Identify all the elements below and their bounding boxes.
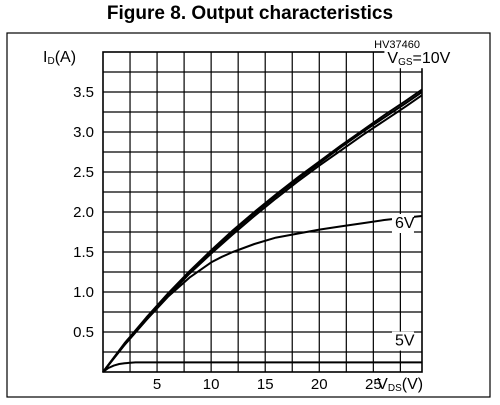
series-label-bg — [384, 49, 457, 69]
x-tick-label: 10 — [203, 376, 220, 393]
y-tick-label: 1.0 — [73, 284, 94, 301]
series-line-3 — [102, 94, 423, 373]
series-line-5 — [102, 361, 422, 373]
y-tick-label: 2.5 — [73, 164, 94, 181]
x-tick-label: 15 — [257, 376, 274, 393]
y-tick-label: 1.5 — [73, 244, 94, 261]
x-tick-label: 5 — [153, 376, 161, 393]
x-tick-label: 20 — [311, 376, 328, 393]
reference-code: HV37460 — [374, 39, 420, 51]
y-axis-label: ID(A) — [43, 49, 76, 67]
series-label-4: 6V — [395, 215, 415, 232]
series-label-bg — [391, 331, 414, 351]
series-label-5: 5V — [395, 333, 415, 350]
figure-title: Figure 8. Output characteristics — [106, 3, 394, 24]
y-tick-label: 2.0 — [73, 204, 94, 221]
series-line-2 — [102, 91, 423, 373]
series-line-4 — [102, 215, 423, 373]
y-tick-label: 3.0 — [73, 124, 94, 141]
x-tick-label: 25 — [365, 376, 382, 393]
series-label-bg — [391, 214, 414, 233]
figure-frame — [6, 32, 491, 398]
series-label-1: VGS=10V — [387, 50, 450, 68]
x-axis-label: VDS(V) — [377, 376, 423, 394]
y-tick-label: 3.5 — [73, 84, 94, 101]
y-tick-label: 0.5 — [73, 324, 94, 341]
